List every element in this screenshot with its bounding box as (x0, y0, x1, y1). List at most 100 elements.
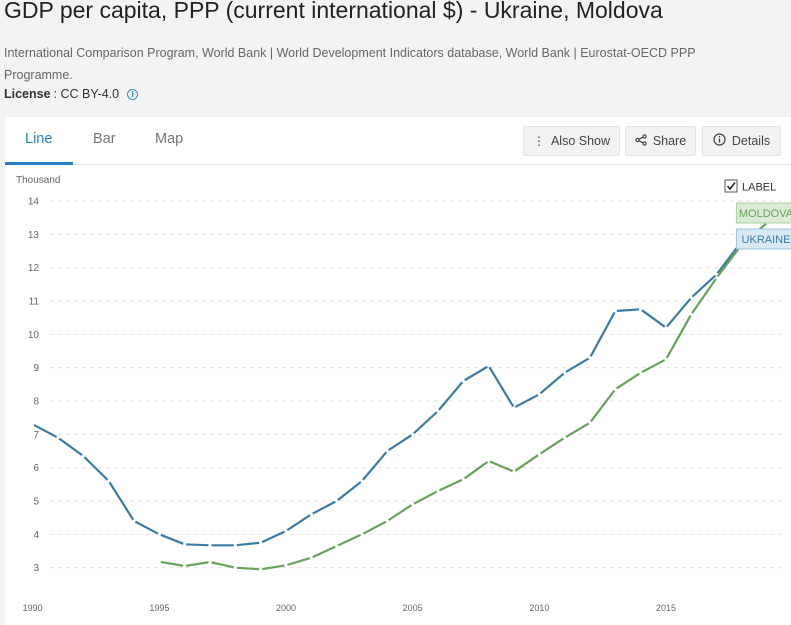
y-tick-label: 7 (33, 430, 39, 441)
data-point-ukraine (157, 532, 161, 536)
data-point-ukraine (436, 409, 440, 413)
data-point-ukraine (512, 406, 516, 410)
data-point-moldova (689, 312, 693, 316)
active-tab-indicator (5, 162, 73, 165)
details-label: Details (731, 134, 771, 148)
license-label: License (4, 87, 51, 101)
series-label-box (735, 202, 791, 224)
data-point-moldova (233, 566, 237, 570)
data-point-moldova (436, 489, 440, 493)
data-point-moldova (512, 470, 516, 474)
data-point-moldova (259, 567, 263, 571)
series-label-text: UKRAINE (742, 234, 791, 246)
chart-tabs: Line Bar Map ⋮ Also Show Share (5, 117, 791, 165)
data-point-moldova (183, 564, 187, 568)
series-line-moldova (159, 221, 769, 571)
data-point-moldova (411, 502, 415, 506)
data-point-ukraine (664, 326, 668, 330)
data-point-moldova (360, 532, 364, 536)
data-point-ukraine (461, 379, 465, 383)
data-point-ukraine (259, 541, 263, 545)
data-point-moldova (487, 459, 491, 463)
data-point-moldova (309, 556, 313, 560)
y-tick-label: 12 (28, 263, 40, 274)
x-tick-label: 1990 (23, 603, 43, 613)
data-point-moldova (664, 357, 668, 361)
tab-map[interactable]: Map (155, 131, 184, 147)
also-show-button[interactable]: ⋮ Also Show (523, 126, 620, 156)
data-point-moldova (537, 452, 541, 456)
data-point-ukraine (335, 499, 339, 503)
info-icon[interactable]: i (127, 88, 139, 100)
data-point-ukraine (360, 479, 364, 483)
data-point-ukraine (233, 543, 237, 547)
source-text: International Comparison Program, World … (4, 46, 696, 82)
x-tick-label: 2000 (276, 603, 296, 613)
data-point-ukraine (537, 392, 541, 396)
data-point-ukraine (309, 512, 313, 516)
data-point-moldova (335, 544, 339, 548)
y-tick-label: 5 (33, 497, 39, 508)
data-point-moldova (563, 436, 567, 440)
data-point-moldova (385, 519, 389, 523)
data-point-moldova (284, 563, 288, 567)
also-show-label: Also Show (550, 134, 611, 148)
data-point-ukraine (132, 519, 136, 523)
data-point-moldova (461, 477, 465, 481)
data-point-ukraine (487, 364, 491, 368)
x-tick-label: 2015 (656, 603, 676, 613)
y-tick-label: 6 (33, 463, 39, 474)
x-tick-label: 2010 (529, 603, 549, 613)
tab-line[interactable]: Line (25, 131, 53, 147)
y-tick-label: 11 (29, 297, 40, 308)
kebab-icon: ⋮ (532, 134, 545, 148)
data-point-moldova (639, 371, 643, 375)
share-button[interactable]: Share (625, 126, 696, 156)
page-title: GDP per capita, PPP (current internation… (4, 0, 663, 23)
info-circle-icon (713, 133, 726, 149)
data-point-ukraine (56, 436, 60, 440)
chart-panel: Line Bar Map ⋮ Also Show Share (5, 117, 791, 625)
label-checkbox[interactable] (724, 179, 738, 193)
share-label: Share (652, 134, 687, 148)
data-point-moldova (588, 421, 592, 425)
gridlines (50, 200, 781, 569)
data-point-ukraine (107, 479, 111, 483)
x-tick-label: 2005 (403, 603, 423, 613)
checkmark-icon (726, 182, 736, 191)
label-toggle[interactable]: LABEL (724, 179, 776, 194)
line-chart: 3 4 5 6 7 8 9 10 11 12 13 14 1990 1995 2000 2005 2010 20… (16, 175, 791, 613)
data-point-ukraine (689, 296, 693, 300)
y-tick-label: 10 (28, 330, 40, 341)
details-button[interactable]: Details (702, 126, 781, 156)
y-axis: 3 4 5 6 7 8 9 10 11 12 13 14 (28, 197, 40, 575)
series-label-box (735, 228, 791, 250)
y-tick-label: 14 (28, 197, 40, 208)
tab-bar[interactable]: Bar (93, 131, 116, 147)
x-tick-label: 1995 (149, 603, 169, 613)
y-axis-title: Thousand (16, 175, 60, 186)
y-tick-label: 4 (33, 530, 39, 541)
series-labels: MOLDOVA UKRAINE (735, 202, 791, 250)
data-point-ukraine (639, 307, 643, 311)
data-point-ukraine (183, 542, 187, 546)
data-point-ukraine (284, 529, 288, 533)
data-point-ukraine (208, 543, 212, 547)
data-point-ukraine (411, 432, 415, 436)
data-point-moldova (208, 560, 212, 564)
y-tick-label: 9 (33, 363, 39, 374)
series-label-text: MOLDOVA (739, 208, 791, 220)
data-point-moldova (613, 387, 617, 391)
data-point-moldova (157, 560, 161, 564)
data-point-ukraine (563, 371, 567, 375)
series-lines (31, 221, 769, 571)
y-tick-label: 13 (28, 230, 40, 241)
data-point-ukraine (81, 454, 85, 458)
data-point-moldova (715, 276, 719, 280)
data-point-ukraine (31, 422, 35, 426)
share-icon (635, 133, 647, 149)
y-tick-label: 8 (33, 397, 39, 408)
license-line: License : CC BY-4.0 i (4, 87, 139, 101)
y-tick-label: 3 (33, 563, 39, 574)
series-line-ukraine (32, 240, 743, 547)
